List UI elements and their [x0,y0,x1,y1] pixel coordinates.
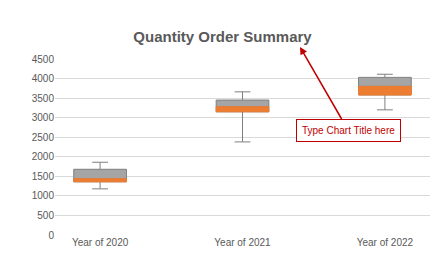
svg-text:Quantity Order Summary: Quantity Order Summary [133,28,312,45]
svg-text:500: 500 [37,210,54,221]
svg-text:0: 0 [48,230,54,241]
svg-text:2500: 2500 [32,132,55,143]
svg-text:4500: 4500 [32,54,55,65]
svg-text:Year of 2020: Year of 2020 [72,237,129,248]
svg-text:Year of 2022: Year of 2022 [357,237,414,248]
svg-text:3000: 3000 [32,112,55,123]
svg-text:3500: 3500 [32,93,55,104]
svg-text:1500: 1500 [32,171,55,182]
svg-text:1000: 1000 [32,190,55,201]
svg-text:2000: 2000 [32,151,55,162]
svg-text:4000: 4000 [32,73,55,84]
svg-text:Year of 2021: Year of 2021 [214,237,271,248]
svg-text:Type Chart Title here: Type Chart Title here [302,125,395,136]
